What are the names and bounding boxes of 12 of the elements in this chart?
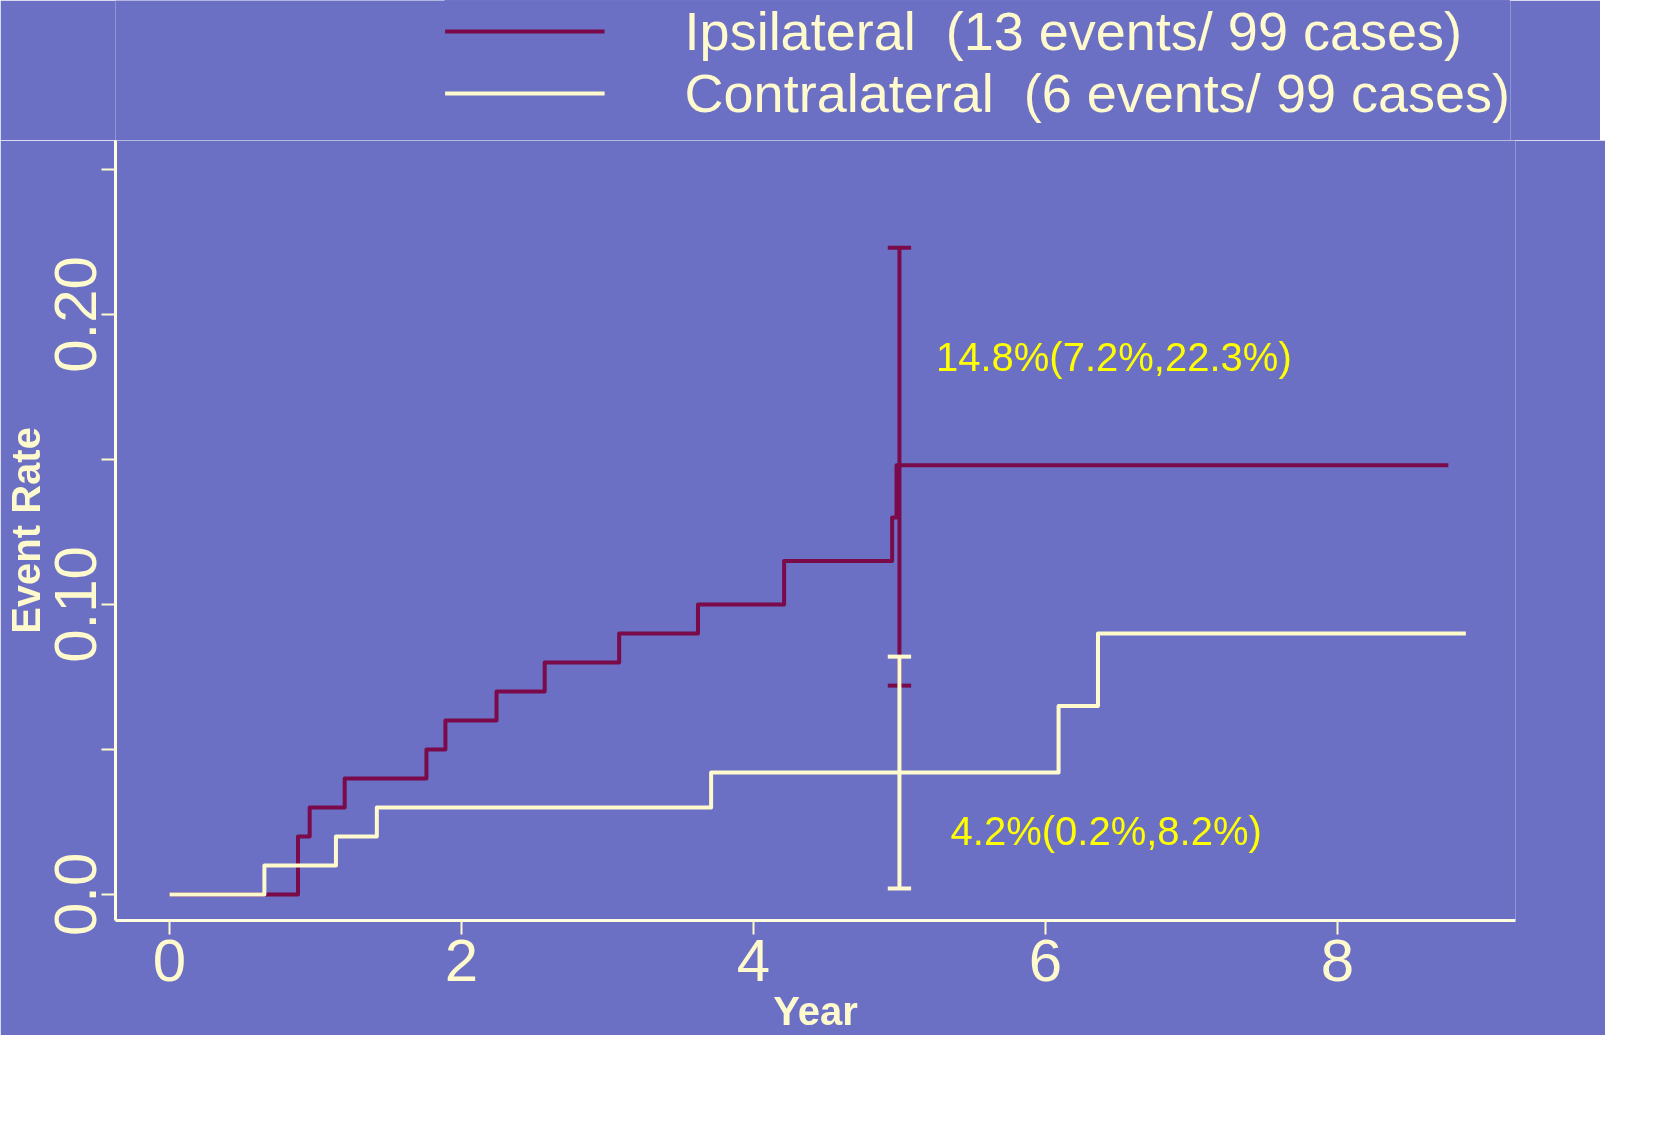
annotation: 14.8%(7.2%,22.3%) — [935, 334, 1292, 379]
legend-label: Ipsilateral (13 events/ 99 cases) — [684, 0, 1462, 62]
legend-label: Contralateral (6 events/ 99 cases) — [684, 62, 1510, 124]
y-tick-label: 0.20 — [42, 256, 110, 373]
x-tick-label: 6 — [1028, 926, 1063, 994]
x-axis-title: Year — [773, 988, 858, 1033]
x-tick-label: 8 — [1320, 926, 1355, 994]
annotation: 4.2%(0.2%,8.2%) — [950, 808, 1262, 853]
x-tick-label: 0 — [152, 926, 187, 994]
x-tick-label: 2 — [444, 926, 479, 994]
y-tick-label: 0.0 — [42, 852, 110, 937]
x-tick-label: 4 — [736, 926, 771, 994]
